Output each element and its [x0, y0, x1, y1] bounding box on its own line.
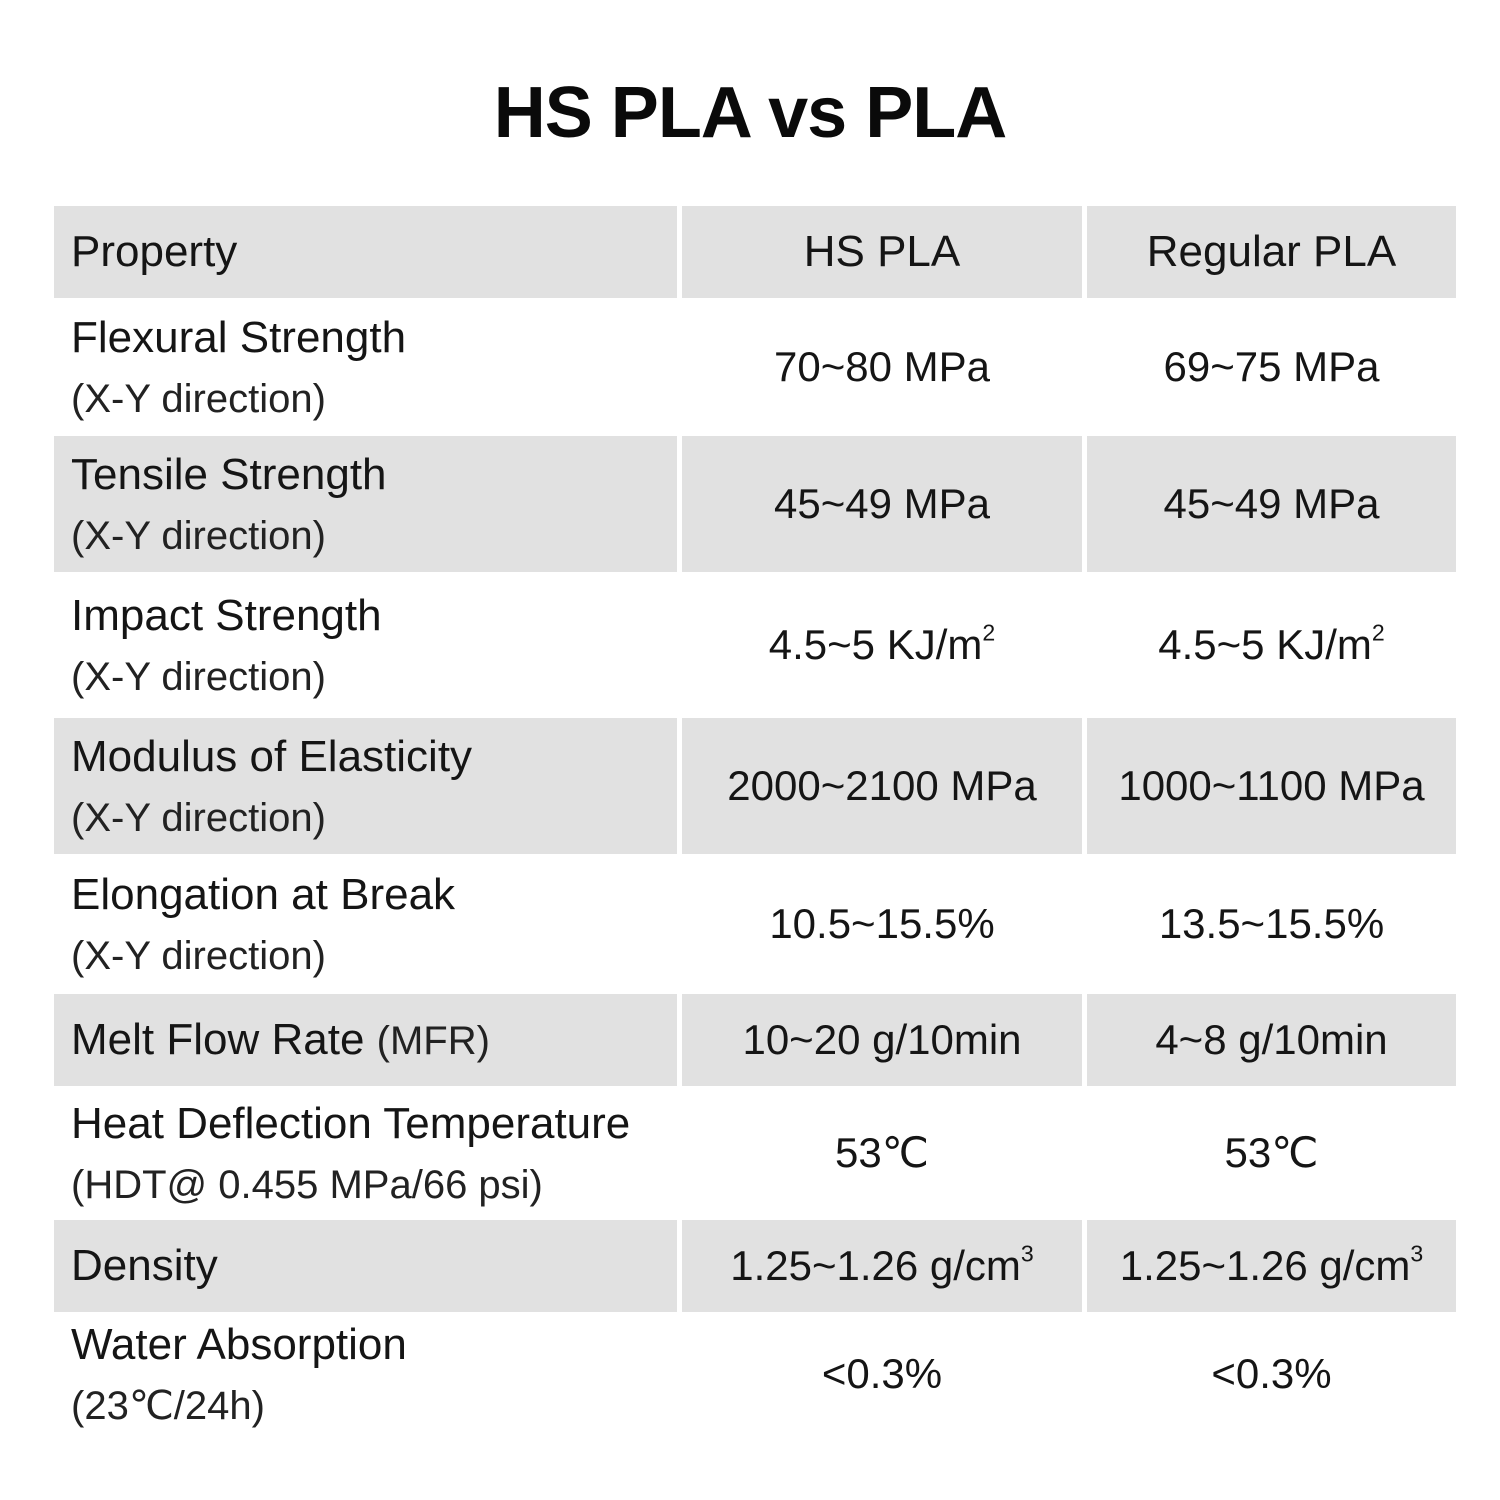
header-hs-pla: HS PLA — [682, 206, 1082, 298]
property-cell: Water Absorption (23℃/24h) — [54, 1312, 677, 1436]
hs-pla-value-text: 4.5~5 KJ/m — [768, 620, 983, 668]
property-cell: Flexural Strength (X-Y direction) — [54, 298, 677, 436]
property-cell: Melt Flow Rate (MFR) — [54, 994, 677, 1086]
table-header-row: Property HS PLA Regular PLA — [54, 206, 1456, 298]
hs-pla-value-text: 1.25~1.26 g/cm — [730, 1241, 1021, 1289]
regular-pla-value: 45~49 MPa — [1163, 479, 1380, 527]
regular-pla-value-cell: 45~49 MPa — [1087, 436, 1456, 572]
superscript: 3 — [1020, 1240, 1034, 1267]
property-cell: Tensile Strength (X-Y direction) — [54, 436, 677, 572]
header-hs-pla-label: HS PLA — [803, 227, 961, 277]
hs-pla-value: 45~49 MPa — [774, 479, 990, 527]
regular-pla-value-cell: <0.3% — [1087, 1312, 1456, 1436]
property-cell: Heat Deflection Temperature (HDT@ 0.455 … — [54, 1086, 677, 1220]
regular-pla-value-text: 1.25~1.26 g/cm — [1119, 1241, 1411, 1289]
regular-pla-value: 69~75 MPa — [1163, 342, 1380, 390]
hs-pla-value-cell: 53℃ — [682, 1086, 1082, 1220]
regular-pla-value: 1.25~1.26 g/cm3 — [1120, 1236, 1424, 1297]
superscript: 2 — [982, 619, 996, 646]
property-name: Impact Strength — [71, 591, 382, 641]
property-condition: (X-Y direction) — [71, 376, 326, 421]
regular-pla-value-cell: 4~8 g/10min — [1087, 994, 1456, 1086]
table-row: Melt Flow Rate (MFR) 10~20 g/10min 4~8 g… — [54, 994, 1456, 1086]
regular-pla-value-text: 4.5~5 KJ/m — [1158, 620, 1372, 668]
superscript: 2 — [1371, 619, 1385, 646]
regular-pla-value: 4~8 g/10min — [1155, 1015, 1388, 1063]
hs-pla-value-cell: <0.3% — [682, 1312, 1082, 1436]
table-row: Water Absorption (23℃/24h) <0.3% <0.3% — [54, 1312, 1456, 1436]
regular-pla-value-cell: 1.25~1.26 g/cm3 — [1087, 1220, 1456, 1312]
hs-pla-value-cell: 4.5~5 KJ/m2 — [682, 572, 1082, 718]
hs-pla-value-cell: 10.5~15.5% — [682, 854, 1082, 994]
property-name: Tensile Strength — [71, 450, 387, 500]
hs-pla-value: 10~20 g/10min — [742, 1015, 1022, 1063]
table-row: Flexural Strength (X-Y direction) 70~80 … — [54, 298, 1456, 436]
table-row: Elongation at Break (X-Y direction) 10.5… — [54, 854, 1456, 994]
hs-pla-value-cell: 10~20 g/10min — [682, 994, 1082, 1086]
page-title: HS PLA vs PLA — [493, 73, 1007, 153]
hs-pla-value: 2000~2100 MPa — [727, 761, 1037, 809]
regular-pla-value: 4.5~5 KJ/m2 — [1158, 615, 1384, 676]
property-name: Heat Deflection Temperature — [71, 1099, 631, 1149]
hs-pla-value-cell: 2000~2100 MPa — [682, 718, 1082, 854]
property-condition: (X-Y direction) — [71, 933, 326, 978]
property-name: Modulus of Elasticity — [71, 732, 473, 782]
property-cell: Impact Strength (X-Y direction) — [54, 572, 677, 718]
table-row: Density 1.25~1.26 g/cm3 1.25~1.26 g/cm3 — [54, 1220, 1456, 1312]
property-cell: Density — [54, 1220, 677, 1312]
table-row: Impact Strength (X-Y direction) 4.5~5 KJ… — [54, 572, 1456, 718]
hs-pla-value-cell: 70~80 MPa — [682, 298, 1082, 436]
header-property-label: Property — [71, 227, 238, 277]
property-name: Elongation at Break — [71, 870, 456, 920]
property-abbreviation: (MFR) — [376, 1019, 490, 1064]
property-condition: (HDT@ 0.455 MPa/66 psi) — [71, 1162, 543, 1207]
header-property: Property — [54, 206, 677, 298]
property-name: Density — [71, 1241, 218, 1291]
hs-pla-value: 70~80 MPa — [774, 342, 990, 390]
regular-pla-value: <0.3% — [1211, 1349, 1332, 1397]
header-regular-pla: Regular PLA — [1087, 206, 1456, 298]
table-row: Modulus of Elasticity (X-Y direction) 20… — [54, 718, 1456, 854]
property-cell: Modulus of Elasticity (X-Y direction) — [54, 718, 677, 854]
property-condition: (X-Y direction) — [71, 795, 326, 840]
property-name: Water Absorption — [71, 1320, 407, 1370]
regular-pla-value: 1000~1100 MPa — [1118, 761, 1425, 809]
property-condition: (23℃/24h) — [71, 1383, 265, 1428]
header-regular-pla-label: Regular PLA — [1146, 227, 1397, 277]
property-condition: (X-Y direction) — [71, 513, 326, 558]
regular-pla-value-cell: 4.5~5 KJ/m2 — [1087, 572, 1456, 718]
table-row: Heat Deflection Temperature (HDT@ 0.455 … — [54, 1086, 1456, 1220]
hs-pla-value: 4.5~5 KJ/m2 — [769, 615, 995, 676]
regular-pla-value-cell: 1000~1100 MPa — [1087, 718, 1456, 854]
superscript: 3 — [1410, 1240, 1424, 1267]
property-condition: (X-Y direction) — [71, 654, 326, 699]
regular-pla-value: 53℃ — [1224, 1128, 1319, 1176]
hs-pla-value-cell: 45~49 MPa — [682, 436, 1082, 572]
hs-pla-value: 53℃ — [835, 1128, 929, 1176]
hs-pla-value: <0.3% — [821, 1349, 943, 1397]
property-cell: Elongation at Break (X-Y direction) — [54, 854, 677, 994]
hs-pla-value-cell: 1.25~1.26 g/cm3 — [682, 1220, 1082, 1312]
hs-pla-value: 10.5~15.5% — [769, 899, 995, 947]
property-name-line: Melt Flow Rate (MFR) — [71, 1008, 677, 1072]
regular-pla-value-cell: 13.5~15.5% — [1087, 854, 1456, 994]
property-name: Flexural Strength — [71, 313, 407, 363]
regular-pla-value-cell: 69~75 MPa — [1087, 298, 1456, 436]
comparison-table: Property HS PLA Regular PLA Flexural Str… — [54, 206, 1456, 1436]
hs-pla-value: 1.25~1.26 g/cm3 — [730, 1236, 1034, 1297]
table-row: Tensile Strength (X-Y direction) 45~49 M… — [54, 436, 1456, 572]
regular-pla-value-cell: 53℃ — [1087, 1086, 1456, 1220]
regular-pla-value: 13.5~15.5% — [1158, 899, 1385, 947]
property-name: Melt Flow Rate — [71, 1015, 365, 1065]
